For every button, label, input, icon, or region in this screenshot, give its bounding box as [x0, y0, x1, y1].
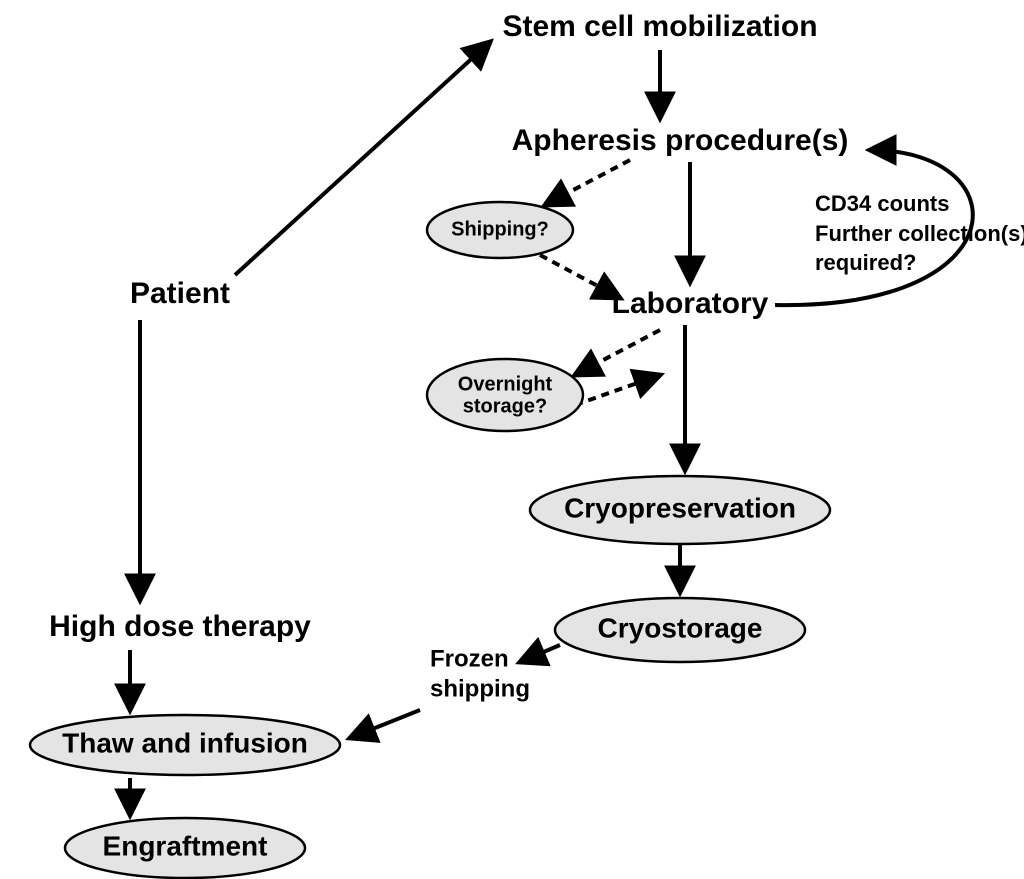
edge-frozen-to-thaw [350, 710, 420, 738]
shipping-label: Shipping? [451, 218, 549, 240]
apheresis-label: Apheresis procedure(s) [512, 124, 849, 157]
flowchart-canvas: Shipping? Overnight storage? Cryopreserv… [0, 0, 1024, 879]
mobilization-label: Stem cell mobilization [502, 10, 817, 43]
highdose-label: High dose therapy [49, 610, 311, 643]
edge-shipping-to-laboratory [540, 255, 620, 298]
frozen-line1: Frozen [430, 645, 509, 672]
cryopreservation-label: Cryopreservation [564, 492, 796, 523]
laboratory-label: Laboratory [612, 287, 769, 320]
thaw-label: Thaw and infusion [62, 727, 308, 758]
overnight-label-1: Overnight [458, 373, 553, 395]
edge-storage-to-frozen [520, 645, 560, 662]
cryostorage-node: Cryostorage [555, 598, 805, 662]
shipping-node: Shipping? [427, 202, 573, 258]
engraftment-label: Engraftment [103, 830, 268, 861]
frozen-line2: shipping [430, 675, 530, 702]
engraftment-node: Engraftment [65, 818, 305, 878]
overnight-label-2: storage? [463, 395, 547, 417]
overnight-node: Overnight storage? [427, 359, 583, 431]
cryostorage-label: Cryostorage [598, 612, 763, 643]
edge-apheresis-to-shipping [545, 160, 630, 205]
cd34-line2: Further collection(s) [815, 221, 1024, 246]
cd34-line1: CD34 counts [815, 191, 949, 216]
edges-group [130, 42, 973, 815]
patient-label: Patient [130, 277, 230, 310]
thaw-node: Thaw and infusion [30, 715, 340, 775]
cryopreservation-node: Cryopreservation [530, 476, 830, 544]
edge-overnight-to-path [575, 375, 660, 405]
edge-laboratory-to-overnight [575, 330, 660, 375]
cd34-line3: required? [815, 250, 916, 275]
